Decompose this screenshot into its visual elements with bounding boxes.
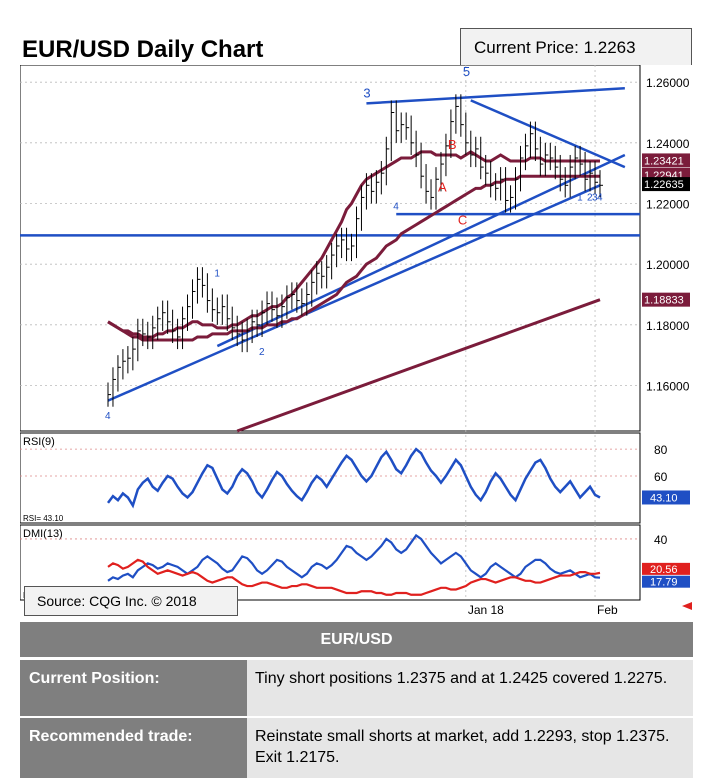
dmi-minus-line <box>107 558 601 596</box>
wave-annotation: 3 <box>592 192 598 203</box>
table-row-trade: Recommended trade: Reinstate small short… <box>20 716 693 778</box>
wave-annotation: 1 <box>577 192 583 203</box>
price-value-tag <box>642 177 690 192</box>
wave-annotation: 3 <box>363 85 370 100</box>
row-value-position: Tiny short positions 1.2375 and at 1.242… <box>247 660 693 716</box>
rsi-panel-frame <box>20 432 641 524</box>
dmi-title: DMI(13) <box>23 528 63 540</box>
dmi-value-tag-label: 17.79 <box>650 577 678 589</box>
trendline-descending <box>470 99 626 169</box>
row-label-trade: Recommended trade: <box>20 718 247 778</box>
wave-annotation: 2 <box>259 347 265 358</box>
price-value-tag-label: 1.18833 <box>644 295 684 307</box>
row-value-trade: Reinstate small shorts at market, add 1.… <box>247 718 693 778</box>
wave-annotation: 4 <box>393 202 399 213</box>
price-value-tag-label: 1.23421 <box>644 155 684 167</box>
dmi-value-tag <box>642 562 690 575</box>
rsi-readout: RSI= 43.10 <box>23 514 64 523</box>
table-header: EUR/USD <box>20 622 693 658</box>
wave-annotation: 5 <box>463 65 470 79</box>
price-ytick-label: 1.26000 <box>646 76 690 90</box>
current-price-box: Current Price: 1.2263 <box>460 28 692 68</box>
trendline-lower <box>107 184 601 402</box>
rsi-ytick-label: 80 <box>654 443 668 457</box>
rsi-line <box>106 447 601 509</box>
price-ytick-label: 1.22000 <box>646 198 690 212</box>
price-ytick-label: 1.20000 <box>646 258 690 272</box>
x-tick-label: Feb <box>597 603 618 617</box>
wave-annotation: 1 <box>214 268 220 279</box>
price-value-tag <box>642 292 690 307</box>
rsi-title: RSI(9) <box>23 436 55 448</box>
row-label-position: Current Position: <box>20 660 247 716</box>
price-panel-frame <box>20 65 641 432</box>
page-title: EUR/USD Daily Chart <box>22 36 264 63</box>
trendline-upper <box>366 86 625 105</box>
trendline-mid <box>216 153 626 348</box>
moving-average-line <box>107 174 600 342</box>
trade-table: EUR/USD Current Position: Tiny short pos… <box>20 622 693 782</box>
rsi-value-tag-label: 43.10 <box>650 492 678 504</box>
chart-frame: 1.26000 1.24000 1.22000 1.20000 1.18000 1.160… <box>20 65 694 620</box>
price-value-tag-label: 1.22635 <box>644 179 684 191</box>
table-row-position: Current Position: Tiny short positions 1… <box>20 658 693 716</box>
source-label: Source: CQG Inc. © 2018 <box>24 586 238 616</box>
dmi-value-tag-label: 20.56 <box>650 564 678 576</box>
dmi-plus-line <box>107 533 601 582</box>
wave-annotation: 4 <box>105 411 111 422</box>
price-ytick-label: 1.16000 <box>646 380 690 394</box>
rsi-ytick-label: 60 <box>654 470 668 484</box>
dmi-panel-frame <box>20 524 641 601</box>
wave-annotation: C <box>458 213 467 228</box>
red-arrow-icon <box>682 602 692 610</box>
x-tick-label: Jan 18 <box>468 603 504 617</box>
moving-average-line <box>107 150 600 339</box>
price-ytick-label: 1.24000 <box>646 137 690 151</box>
dmi-value-tag <box>642 575 690 588</box>
price-value-tag <box>642 153 690 168</box>
wave-annotation: B <box>448 137 457 152</box>
wave-annotation: A <box>438 179 447 194</box>
dmi-ytick-label: 40 <box>654 533 668 547</box>
chart-svg: 1.26000 1.24000 1.22000 1.20000 1.18000 1.160… <box>20 65 692 617</box>
wave-annotation: 4 <box>597 192 603 203</box>
price-ytick-label: 1.18000 <box>646 319 690 333</box>
wave-annotation: 2 <box>587 192 593 203</box>
long-ma-line <box>236 298 601 433</box>
rsi-value-tag <box>642 490 690 505</box>
